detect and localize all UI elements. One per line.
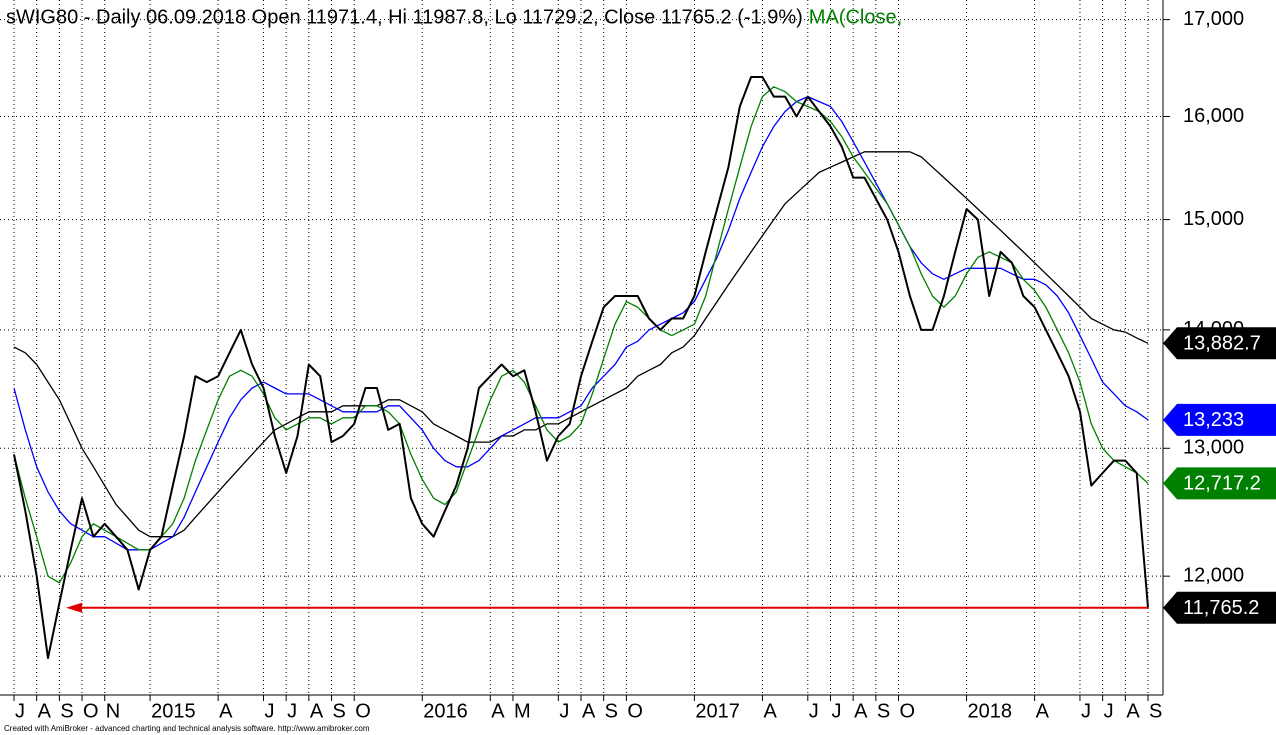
x-tick-label: O [627,700,643,722]
x-tick-label: A [491,700,505,722]
x-tick-label: J [287,700,297,722]
x-tick-label: 2017 [695,700,740,722]
x-tick-label: S [605,700,618,722]
x-tick-label: A [1036,700,1050,722]
x-tick-label: O [900,700,916,722]
x-tick-label: J [809,700,819,722]
value-label: 11,765.2 [1183,597,1259,619]
y-tick-label: 16,000 [1183,105,1244,127]
x-tick-label: O [83,700,99,722]
value-label: 13,882.7 [1183,333,1261,355]
y-tick-label: 17,000 [1183,8,1244,30]
chart-title: sWIG80 - Daily 06.09.2018 Open 11971.4, … [6,6,803,28]
reference-arrow [66,602,82,613]
price-line [13,76,1149,660]
y-tick-label: 15,000 [1183,208,1244,230]
x-tick-label: A [1126,700,1140,722]
value-label: 13,233 [1183,409,1244,431]
legend-entry: MA(Close, [809,6,902,28]
x-tick-label: N [106,700,120,722]
x-tick-label: O [355,700,371,722]
x-tick-label: S [60,700,73,722]
value-label-box [1163,403,1276,436]
value-label: 12,717.2 [1183,473,1261,495]
x-tick-label: S [877,700,890,722]
x-tick-label: S [1149,700,1162,722]
moving-average-line [13,151,1149,538]
x-tick-label: A [310,700,324,722]
x-tick-label: A [582,700,596,722]
x-tick-label: J [559,700,569,722]
x-tick-label: 2018 [968,700,1013,722]
x-tick-label: J [1104,700,1114,722]
value-label-box [1163,591,1276,624]
x-tick-label: A [763,700,777,722]
x-tick-label: J [15,700,25,722]
x-tick-label: 2015 [151,700,196,722]
x-tick-label: J [831,700,841,722]
x-tick-label: S [333,700,346,722]
moving-average-line [13,95,1149,551]
value-label-box [1163,327,1276,360]
x-tick-label: M [514,700,531,722]
x-tick-label: A [854,700,868,722]
moving-average-line [13,86,1149,584]
footer: Created with AmiBroker - advanced charti… [4,724,370,733]
x-tick-label: J [264,700,274,722]
x-tick-label: J [1081,700,1091,722]
value-label-box [1163,467,1276,500]
y-tick-label: 12,000 [1183,564,1244,586]
x-tick-label: A [38,700,52,722]
x-tick-label: 2016 [423,700,468,722]
x-tick-label: A [219,700,233,722]
y-tick-label: 13,000 [1183,437,1244,459]
